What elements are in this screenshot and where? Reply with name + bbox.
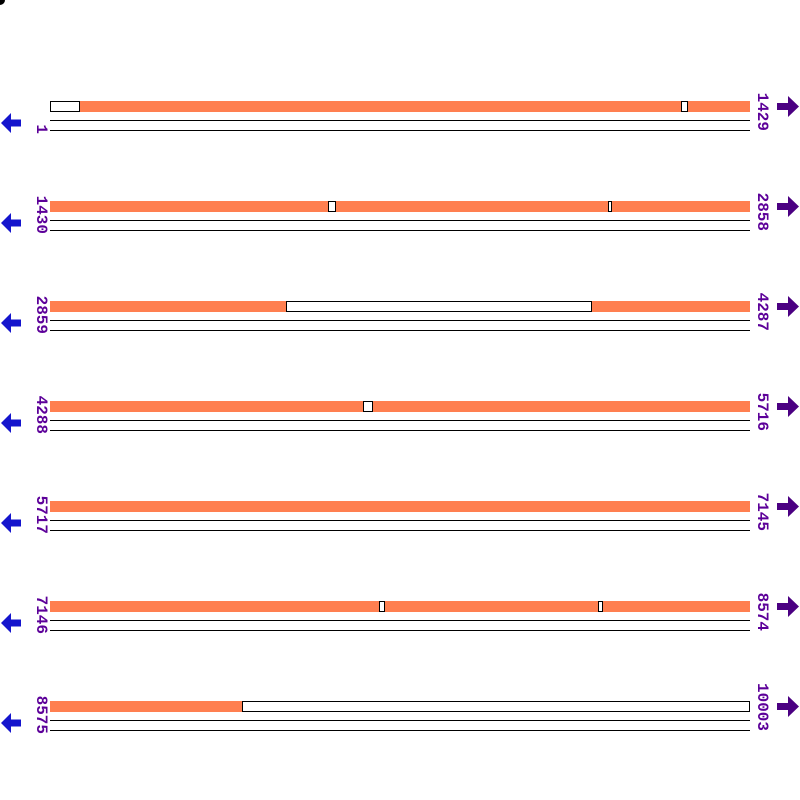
left-arrow-icon: [1, 613, 21, 633]
next-row-nav[interactable]: [777, 696, 799, 717]
prev-row-nav[interactable]: [1, 713, 21, 733]
grid-line: [50, 729, 750, 731]
alignment-bar: [50, 401, 750, 412]
alignment-gap-box: [363, 401, 373, 412]
right-arrow-icon: [777, 196, 799, 217]
grid-line: [50, 720, 750, 721]
right-arrow-icon: [777, 696, 799, 717]
next-row-nav[interactable]: [777, 196, 799, 217]
prev-row-nav[interactable]: [1, 213, 21, 233]
alignment-bar: [50, 301, 287, 312]
left-arrow-icon: [1, 113, 21, 133]
alignment-bar: [50, 701, 243, 712]
right-arrow-icon: [777, 496, 799, 517]
prev-row-nav[interactable]: [1, 313, 21, 333]
alignment-gap-box: [327, 201, 337, 212]
prev-row-nav[interactable]: [1, 613, 21, 633]
next-row-nav[interactable]: [777, 596, 799, 617]
left-arrow-icon: [1, 213, 21, 233]
row-end-label: 4287: [753, 292, 771, 331]
next-row-nav[interactable]: [777, 496, 799, 517]
grid-line: [50, 229, 750, 231]
prev-row-nav[interactable]: [1, 113, 21, 133]
row-start-label: 1430: [32, 195, 50, 234]
row-start-label: 8575: [32, 695, 50, 734]
grid-line: [50, 129, 750, 131]
grid-line: [50, 120, 750, 121]
row-end-label: 2858: [753, 192, 771, 231]
prev-row-nav[interactable]: [1, 413, 21, 433]
unaligned-region: [286, 301, 593, 312]
right-arrow-icon: [777, 596, 799, 617]
row-end-label: 10003: [753, 682, 771, 731]
left-arrow-icon: [1, 513, 21, 533]
alignment-gap-box: [681, 101, 689, 112]
unaligned-region: [242, 701, 750, 712]
right-arrow-icon: [777, 296, 799, 317]
alignment-bar: [592, 301, 750, 312]
row-start-label: 7146: [32, 595, 50, 634]
grid-line: [50, 420, 750, 421]
grid-line: [50, 320, 750, 321]
next-row-nav[interactable]: [777, 396, 799, 417]
grid-line: [50, 329, 750, 331]
left-arrow-icon: [1, 713, 21, 733]
grid-line: [50, 529, 750, 531]
row-end-label: 8574: [753, 592, 771, 631]
corner-mark: [0, 0, 5, 5]
next-row-nav[interactable]: [777, 96, 799, 117]
row-end-label: 5716: [753, 392, 771, 431]
next-row-nav[interactable]: [777, 296, 799, 317]
alignment-bar: [50, 201, 750, 212]
row-start-label: 5717: [32, 495, 50, 534]
row-end-label: 7145: [753, 492, 771, 531]
alignment-bar: [50, 501, 750, 512]
row-start-label: 4288: [32, 395, 50, 434]
right-arrow-icon: [777, 396, 799, 417]
grid-line: [50, 620, 750, 621]
alignment-bar: [50, 601, 750, 612]
left-arrow-icon: [1, 313, 21, 333]
grid-line: [50, 429, 750, 431]
row-start-label: 1: [32, 124, 50, 134]
right-arrow-icon: [777, 96, 799, 117]
prev-row-nav[interactable]: [1, 513, 21, 533]
grid-line: [50, 520, 750, 521]
grid-line: [50, 220, 750, 221]
row-end-label: 1429: [753, 92, 771, 131]
alignment-gap-box: [597, 601, 604, 612]
alignment-gap-box: [379, 601, 386, 612]
alignment-bar: [79, 101, 750, 112]
alignment-gap-box: [608, 201, 613, 212]
unaligned-region: [50, 101, 80, 112]
left-arrow-icon: [1, 413, 21, 433]
grid-line: [50, 629, 750, 631]
row-start-label: 2859: [32, 295, 50, 334]
